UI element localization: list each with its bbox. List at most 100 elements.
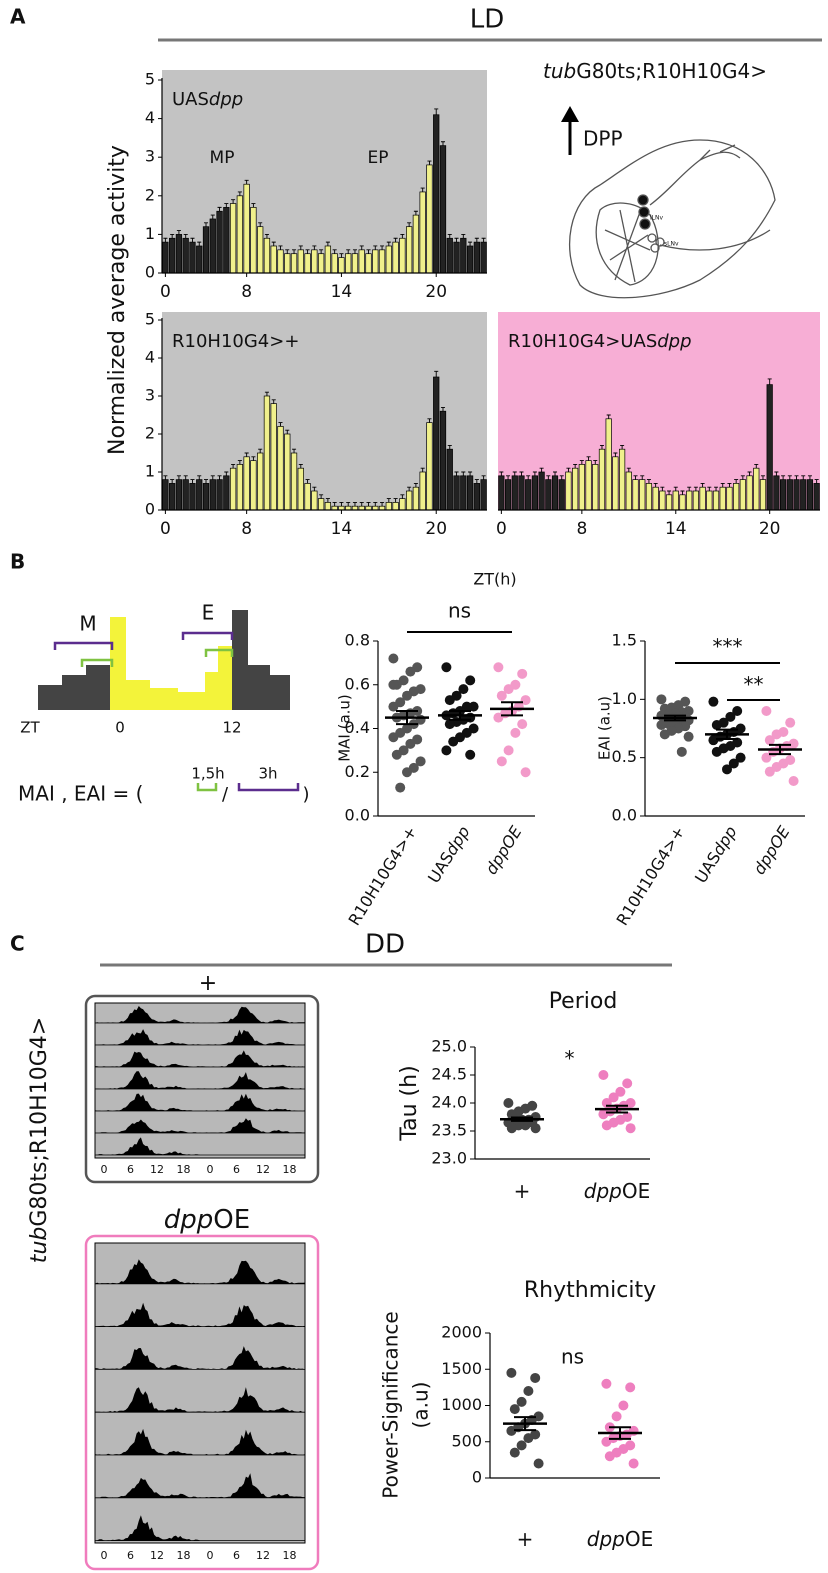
data-point bbox=[533, 1458, 544, 1469]
actogram-tick: 0 bbox=[207, 1549, 214, 1562]
x-tick-label: 0 bbox=[160, 519, 171, 539]
text-part: dpp bbox=[584, 1179, 622, 1203]
neuron-label: sLNv bbox=[664, 241, 679, 248]
panel-letter: B bbox=[10, 550, 25, 574]
bar bbox=[746, 475, 753, 511]
data-point bbox=[622, 1078, 633, 1089]
error-bar bbox=[740, 475, 745, 480]
error-bar bbox=[801, 475, 806, 480]
error-bar bbox=[244, 452, 249, 457]
x-tick-label: + bbox=[517, 1527, 534, 1551]
y-tick-label: 500 bbox=[451, 1431, 482, 1450]
data-point bbox=[506, 1123, 517, 1134]
error-bar bbox=[393, 498, 398, 503]
x-tick-label: dppOE bbox=[749, 822, 794, 878]
actogram-trace bbox=[95, 1118, 305, 1133]
error-bar bbox=[183, 233, 188, 239]
bar bbox=[169, 483, 176, 511]
text-part: OE bbox=[622, 1179, 650, 1203]
error-bar bbox=[553, 471, 558, 476]
neuron-schematic bbox=[568, 139, 776, 299]
error-bar bbox=[427, 160, 432, 165]
bar bbox=[182, 237, 189, 274]
bar bbox=[297, 249, 304, 274]
data-point bbox=[510, 727, 521, 738]
bar bbox=[162, 241, 169, 274]
error-bar bbox=[305, 249, 310, 254]
bracket bbox=[237, 783, 300, 792]
error-bar bbox=[217, 206, 222, 212]
data-point bbox=[509, 1447, 520, 1458]
error-bar bbox=[474, 479, 479, 484]
bar bbox=[284, 253, 291, 274]
bar bbox=[229, 467, 237, 511]
section-title: LD bbox=[470, 5, 505, 35]
data-point bbox=[788, 776, 799, 786]
data-point bbox=[405, 738, 416, 749]
schematic-label: 12 bbox=[222, 719, 241, 737]
bracket bbox=[53, 641, 114, 650]
error-bar bbox=[468, 471, 473, 476]
bar bbox=[250, 207, 257, 274]
text-part: dppOE bbox=[749, 822, 794, 878]
bar bbox=[766, 384, 773, 511]
actogram-panel bbox=[94, 1002, 306, 1159]
actogram-title: dppOE bbox=[164, 1205, 250, 1235]
annotation: EP bbox=[368, 148, 389, 168]
bar bbox=[779, 479, 787, 511]
y-axis-label: (a.u) bbox=[409, 1382, 433, 1429]
bar bbox=[699, 486, 706, 511]
bar bbox=[706, 490, 713, 511]
bar bbox=[304, 253, 311, 274]
error-bar bbox=[339, 253, 344, 258]
panel-title: R10H10G4>+ bbox=[172, 331, 299, 352]
bar bbox=[216, 210, 223, 274]
formula: / bbox=[222, 784, 229, 805]
error-bar bbox=[532, 471, 537, 476]
y-tick-label: 0.4 bbox=[345, 718, 370, 737]
text-part: R10H10G4>+ bbox=[344, 822, 420, 928]
error-bar bbox=[332, 249, 337, 254]
error-bar bbox=[176, 230, 181, 235]
error-bar bbox=[190, 237, 195, 243]
y-tick-label: 5 bbox=[145, 70, 155, 89]
y-tick-label: 23.0 bbox=[431, 1149, 467, 1168]
bar bbox=[358, 249, 365, 274]
error-bar bbox=[474, 237, 479, 243]
error-bar bbox=[499, 471, 504, 476]
text-part: R10H10G4>+ bbox=[172, 331, 299, 352]
actogram-tick: 6 bbox=[127, 1163, 134, 1176]
error-bar bbox=[506, 475, 511, 480]
error-bar bbox=[620, 444, 625, 450]
error-bar bbox=[440, 406, 446, 412]
actogram-trace bbox=[95, 1093, 305, 1111]
schematic-bar bbox=[218, 646, 232, 710]
dpp-arrow bbox=[561, 106, 579, 155]
x-tick-label: 20 bbox=[425, 519, 447, 539]
schematic-bar bbox=[248, 665, 270, 710]
formula: ) bbox=[302, 784, 309, 805]
sem-bar bbox=[609, 1426, 631, 1440]
bar bbox=[189, 483, 196, 511]
schematic-bar bbox=[38, 685, 62, 710]
bar bbox=[480, 241, 487, 274]
error-bar bbox=[440, 141, 446, 146]
significance-label: ns bbox=[448, 599, 471, 623]
x-tick-label: dppOE bbox=[481, 822, 526, 878]
x-tick-label: R10H10G4>+ bbox=[344, 822, 420, 928]
data-point bbox=[388, 701, 399, 712]
bar bbox=[196, 479, 203, 511]
sem-bar bbox=[769, 743, 791, 756]
formula: MAI , EAI = ( bbox=[18, 782, 143, 806]
bar bbox=[813, 483, 820, 511]
error-bar bbox=[197, 241, 202, 246]
error-bar bbox=[434, 370, 439, 377]
actogram-tick: 6 bbox=[233, 1163, 240, 1176]
text-part: G80ts;R10H10G4> bbox=[27, 1017, 52, 1227]
data-point bbox=[618, 1400, 629, 1411]
bar bbox=[446, 237, 453, 274]
error-bar bbox=[586, 456, 591, 461]
error-bar bbox=[640, 475, 645, 480]
error-bar bbox=[292, 448, 297, 453]
bar bbox=[236, 195, 243, 274]
